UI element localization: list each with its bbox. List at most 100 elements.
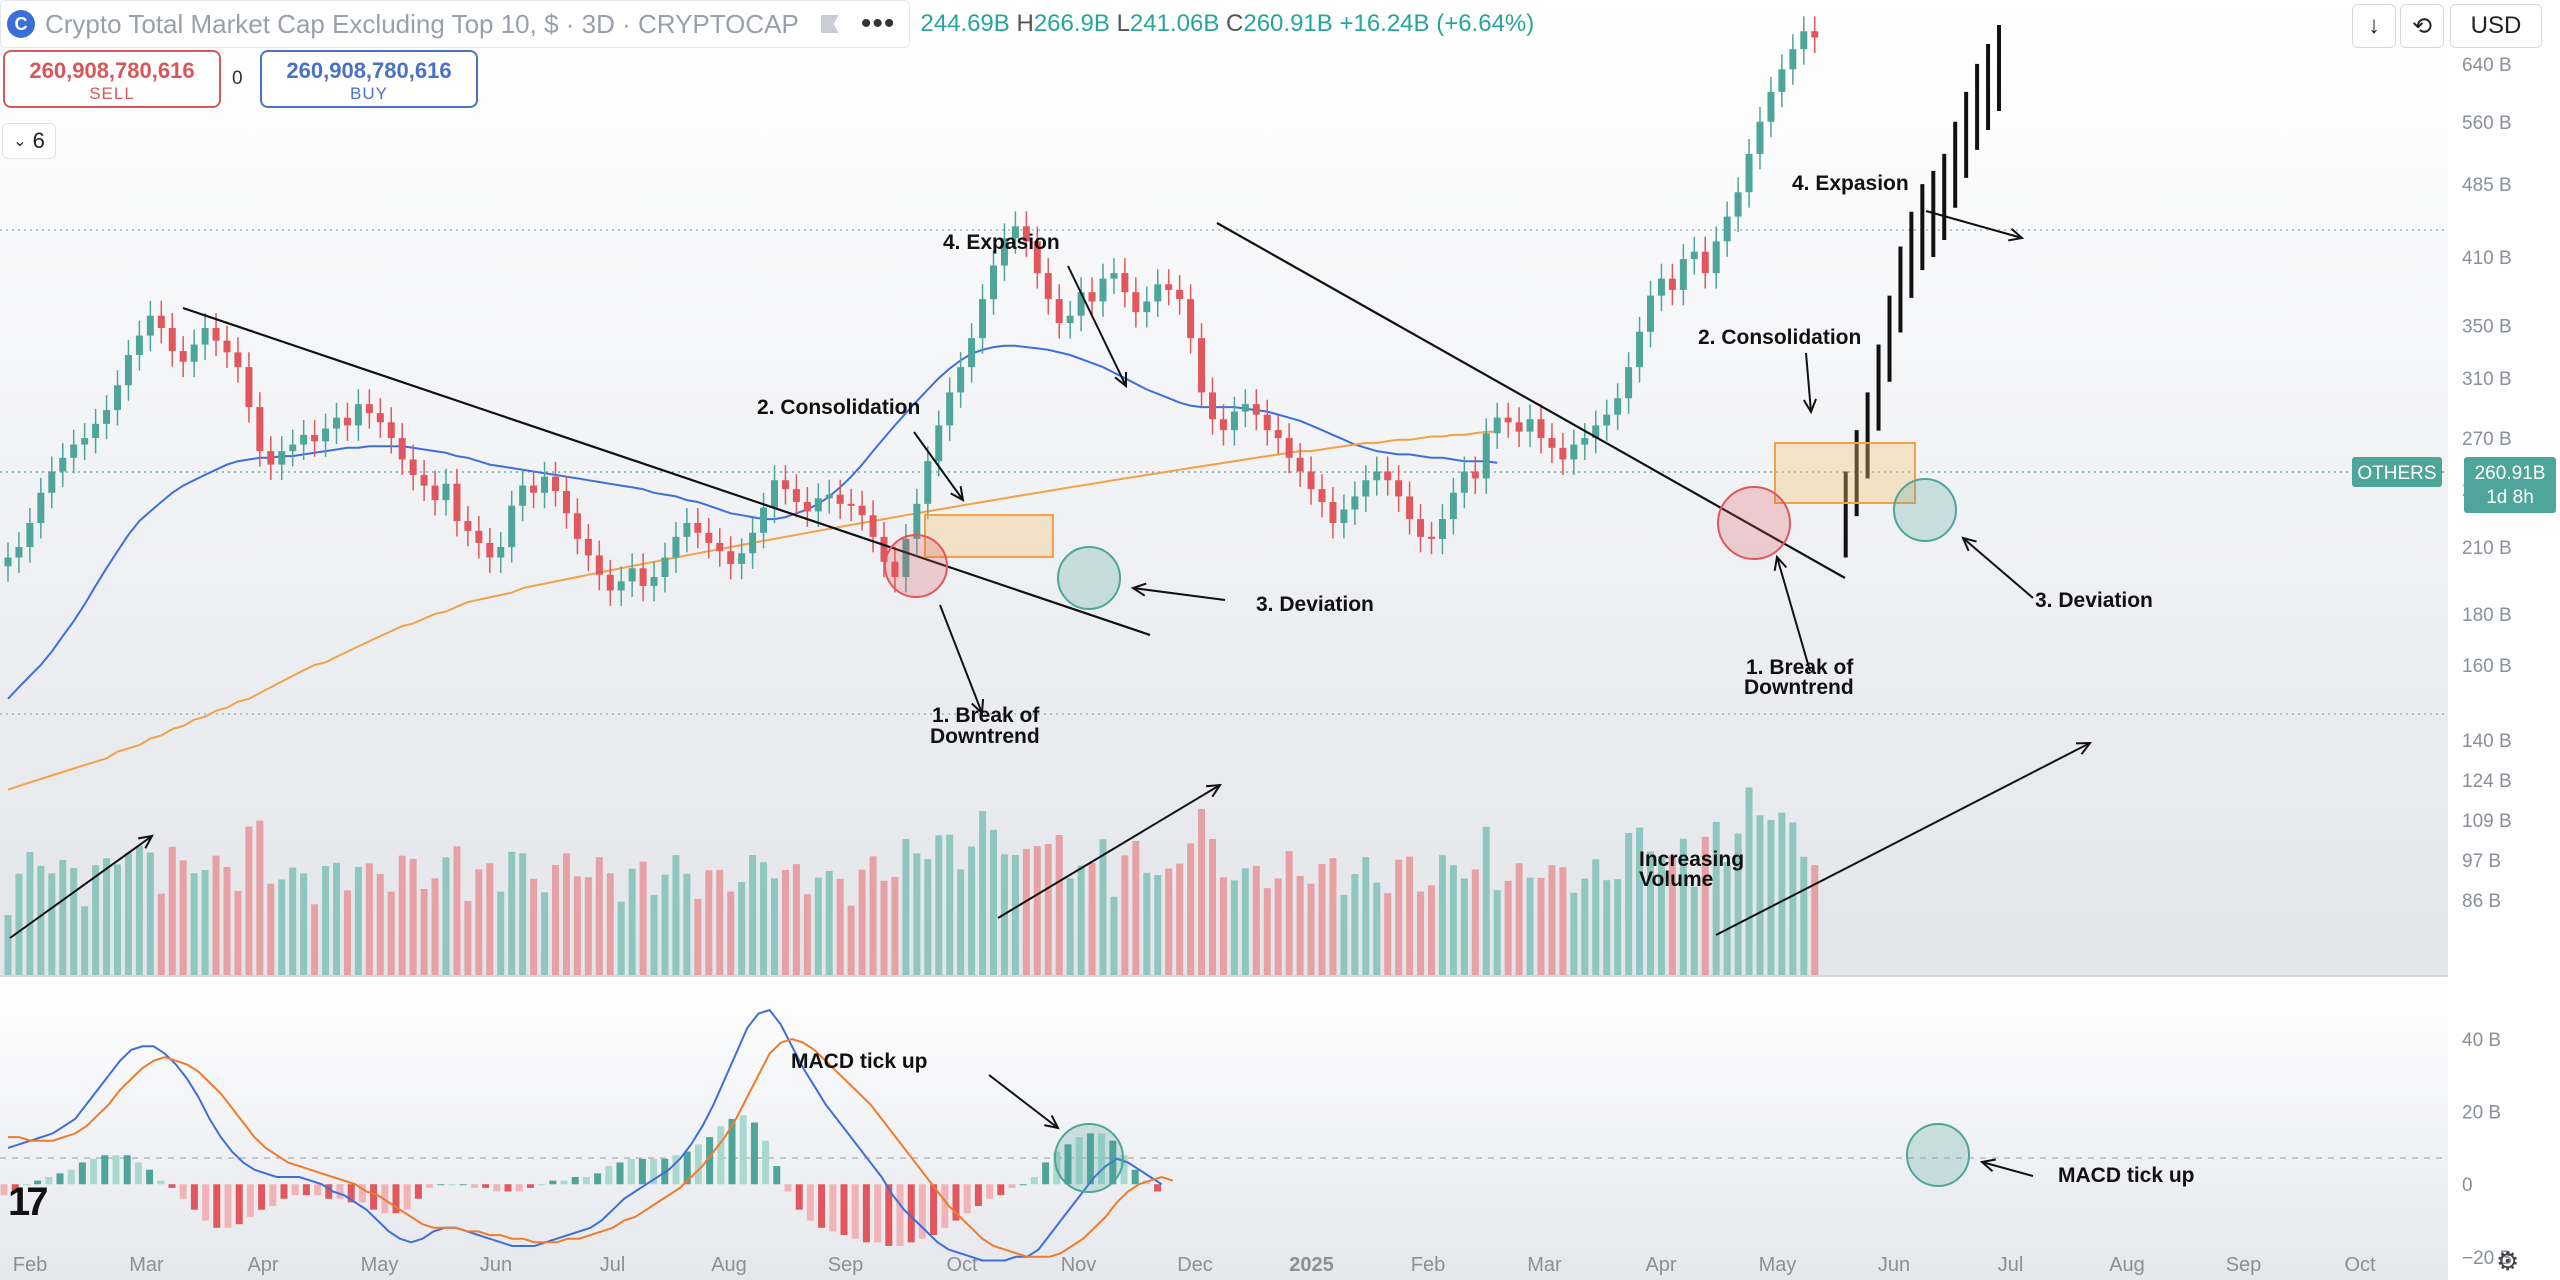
volume-bar <box>957 869 965 975</box>
volume-bar <box>1789 822 1797 975</box>
consolidation-box-2[interactable] <box>1774 442 1916 504</box>
candle <box>1548 438 1556 448</box>
y-tick-label: 640 B <box>2462 55 2512 76</box>
buy-button[interactable]: 260,908,780,616 BUY <box>260 50 478 108</box>
volume-bar <box>584 877 592 975</box>
macd-histogram-bar <box>885 1184 893 1246</box>
candle <box>1603 414 1611 426</box>
volume-bar <box>1756 815 1764 975</box>
candle <box>705 532 713 543</box>
download-button[interactable]: ↓ <box>2352 4 2396 48</box>
macd-histogram-bar <box>157 1180 165 1185</box>
volume-bar <box>760 862 768 975</box>
candle <box>957 367 965 393</box>
indicators-toggle[interactable]: ⌄ 6 <box>2 123 56 159</box>
candle <box>420 474 428 486</box>
volume-bar <box>453 846 461 975</box>
macd-histogram-bar <box>963 1184 971 1214</box>
candle <box>1143 301 1151 313</box>
macd-histogram-bar <box>974 1184 982 1207</box>
candle <box>135 335 143 356</box>
macd-histogram-bar <box>638 1158 646 1185</box>
annotation-expansion-1: 4. Expasion <box>943 231 1060 254</box>
candle <box>760 507 768 533</box>
x-tick-label: Sep <box>828 1254 864 1276</box>
macd-histogram-bar <box>426 1184 434 1188</box>
currency-select[interactable]: USD <box>2450 4 2542 48</box>
break-circle-2[interactable] <box>1717 486 1791 560</box>
ohlc-close-label: C <box>1226 10 1244 37</box>
deviation-circle-1[interactable] <box>1057 546 1121 610</box>
macd-histogram-bar <box>1008 1184 1016 1188</box>
candle <box>1625 367 1633 399</box>
x-tick-label: Mar <box>1527 1254 1562 1276</box>
candle <box>1614 398 1622 415</box>
macd-circle-2[interactable] <box>1906 1123 1970 1187</box>
volume-bar <box>661 874 669 975</box>
volume-bar <box>628 868 636 975</box>
volume-bar <box>1241 868 1249 975</box>
volume-bar <box>103 858 111 975</box>
sell-button[interactable]: 260,908,780,616 SELL <box>3 50 221 108</box>
annotation-arrow <box>1067 265 1127 387</box>
candle <box>300 434 308 445</box>
symbol-info[interactable]: C Crypto Total Market Cap Excluding Top … <box>0 0 911 48</box>
volume-bar <box>1449 865 1457 975</box>
candle <box>1417 519 1425 537</box>
candle <box>1745 153 1753 193</box>
trendline-2[interactable] <box>1216 222 1846 579</box>
macd-histogram-bar <box>941 1184 949 1228</box>
candle <box>431 485 439 501</box>
candle <box>672 536 680 558</box>
volume-bar <box>1263 888 1271 975</box>
macd-circle-1[interactable] <box>1054 1123 1124 1193</box>
break-circle-1[interactable] <box>884 534 948 598</box>
volume-bar <box>4 915 12 975</box>
volume-bar <box>880 880 888 975</box>
macd-histogram-bar <box>358 1184 366 1203</box>
volume-bar <box>486 863 494 975</box>
settings-gear-icon[interactable]: ⚙ <box>2496 1246 2520 1276</box>
candle <box>1296 457 1304 472</box>
ohlc-high: 266.9B <box>1033 10 1110 37</box>
candle <box>1537 419 1545 439</box>
volume-bar <box>245 826 253 975</box>
candle <box>1482 433 1490 479</box>
candle <box>1559 447 1567 460</box>
macd-histogram-bar <box>986 1184 994 1199</box>
flag-icon[interactable] <box>820 15 839 33</box>
volume-bar <box>530 878 538 975</box>
macd-tick-label: 40 B <box>2462 1030 2501 1051</box>
volume-bar <box>1493 890 1501 975</box>
candle <box>1526 419 1534 432</box>
candle <box>771 480 778 508</box>
trendline-1[interactable] <box>182 306 1151 637</box>
volume-bar <box>924 858 932 975</box>
deviation-circle-2[interactable] <box>1893 478 1957 542</box>
arrow-head <box>1773 554 1788 571</box>
consolidation-box-1[interactable] <box>924 514 1054 558</box>
macd-histogram-bar <box>11 1184 19 1192</box>
y-tick-label: 86 B <box>2462 891 2501 912</box>
candle <box>1712 241 1720 274</box>
annotation-break-1-line2: Downtrend <box>930 725 1040 748</box>
macd-histogram-bar <box>896 1184 904 1246</box>
volume-bar <box>683 873 691 975</box>
volume-bar <box>1351 873 1359 975</box>
volume-bar <box>1701 836 1709 975</box>
candle <box>1384 471 1392 481</box>
volume-bar <box>234 890 242 975</box>
candle <box>628 568 636 582</box>
candle <box>1022 226 1030 242</box>
macd-histogram-bar <box>235 1184 243 1225</box>
volume-bar <box>1811 865 1819 975</box>
macd-histogram-bar <box>224 1184 232 1228</box>
volume-bar <box>278 879 286 975</box>
replay-button[interactable]: ⟲ <box>2400 4 2444 48</box>
volume-bar <box>322 866 330 975</box>
candle <box>924 461 932 504</box>
more-options-icon[interactable]: ••• <box>860 7 896 40</box>
symbol-title[interactable]: Crypto Total Market Cap Excluding Top 10… <box>45 8 799 39</box>
volume-bar <box>409 858 417 975</box>
